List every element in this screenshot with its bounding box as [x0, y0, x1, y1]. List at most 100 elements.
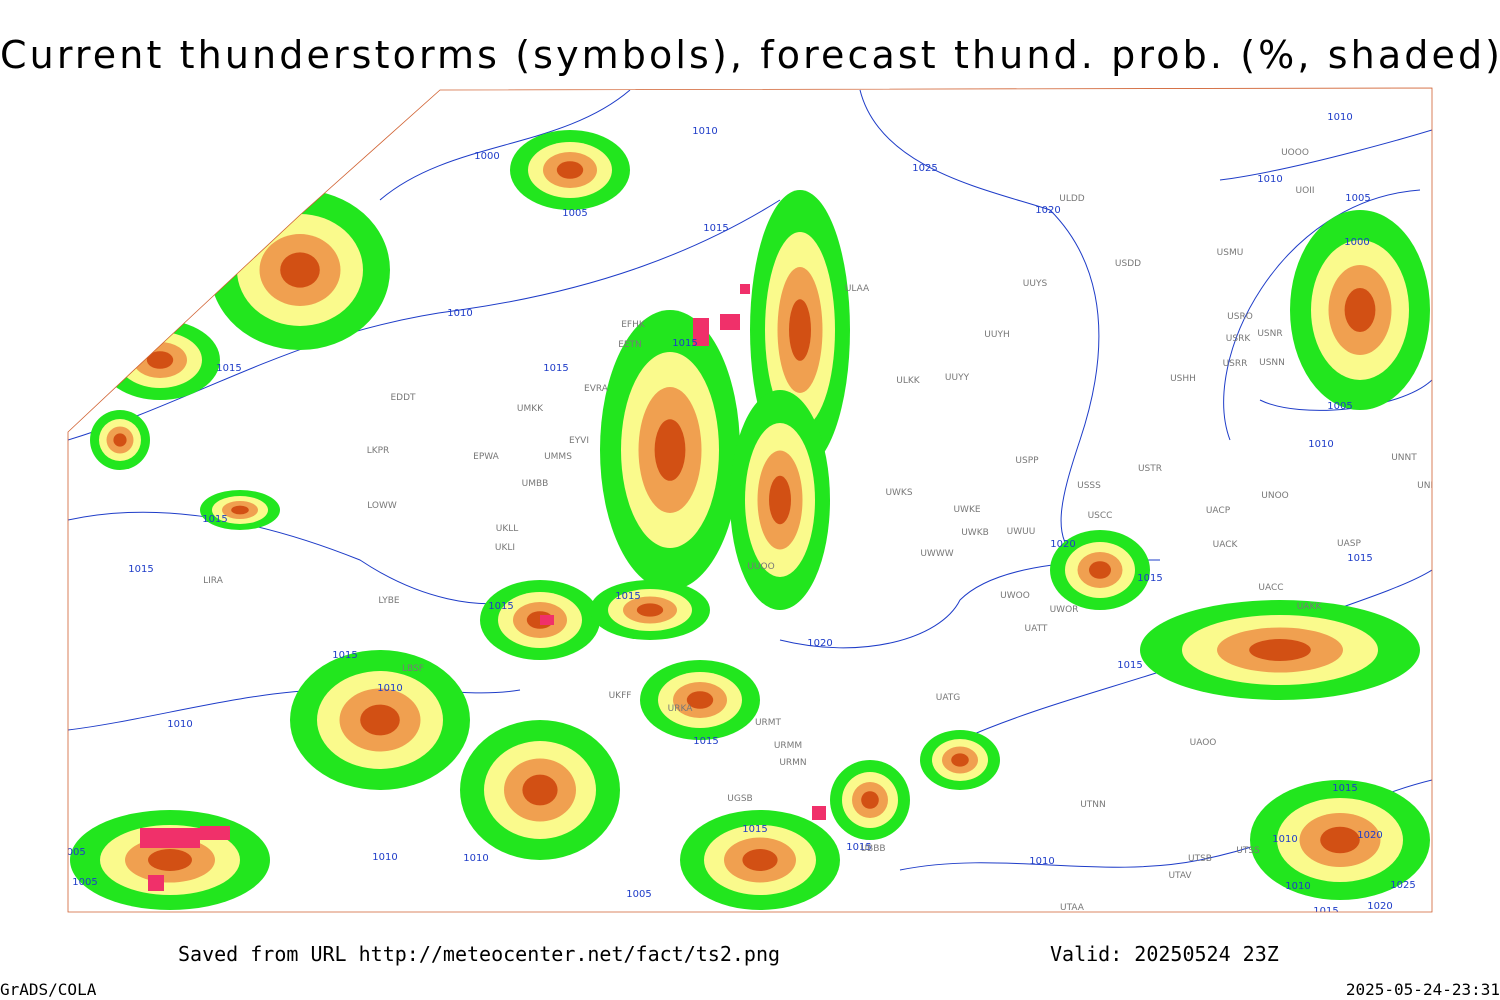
probability-area	[686, 691, 714, 709]
isobar-label: 1010	[1327, 112, 1352, 123]
station-label: UUYY	[945, 373, 970, 383]
station-label: UKLL	[496, 524, 519, 534]
station-label: UWOR	[1050, 605, 1079, 615]
probability-area	[522, 774, 558, 806]
isobar-label: 1020	[1357, 830, 1382, 841]
station-label: USNN	[1259, 358, 1285, 368]
isobar-label: 1015	[703, 223, 728, 234]
isobar-label: 1010	[372, 852, 397, 863]
map-frame	[67, 87, 1433, 913]
thunderstorm-symbol	[693, 318, 709, 346]
station-label: UWOO	[1000, 591, 1030, 601]
isobar-line	[859, 89, 1100, 561]
thunderstorm-symbol	[540, 615, 554, 625]
station-label: UOII	[1296, 186, 1315, 196]
software: GrADS/COLA	[0, 980, 97, 999]
isobar-label: 1005	[626, 889, 651, 900]
isobar-label: 1010	[1029, 856, 1054, 867]
isobar-label: 1015	[202, 514, 227, 525]
station-label: UNBB	[1417, 481, 1443, 491]
isobar-label: 1015	[1332, 783, 1357, 794]
isobar-label: 1020	[807, 638, 832, 649]
station-label: LKPR	[367, 446, 390, 456]
isobar-label: 1015	[332, 650, 357, 661]
isobar-label: 1015	[128, 564, 153, 575]
thunderstorm-symbol	[140, 828, 200, 848]
station-label: USCC	[1088, 511, 1113, 521]
station-label: URMT	[755, 718, 782, 728]
station-label: UMBB	[522, 479, 549, 489]
station-label: EVRA	[584, 384, 609, 394]
isobar-label: 1005	[1327, 401, 1352, 412]
isobar-label: 1015	[693, 736, 718, 747]
station-label: UACP	[1206, 506, 1231, 516]
thunderstorm-symbol	[720, 314, 740, 330]
station-label: UATT	[1025, 624, 1048, 634]
station-label: EFHK	[621, 320, 646, 330]
station-label: UKLI	[495, 543, 515, 553]
isobar-label: 1010	[692, 126, 717, 137]
probability-area	[113, 433, 127, 447]
station-label: USNR	[1257, 329, 1282, 339]
isobar-label: 1015	[1137, 573, 1162, 584]
station-label: USRR	[1223, 359, 1248, 369]
station-label: UWKS	[885, 488, 912, 498]
station-label: UTSB	[1188, 854, 1212, 864]
station-label: UKFF	[609, 691, 632, 701]
probability-area	[636, 603, 664, 617]
station-label: USMU	[1217, 248, 1244, 258]
station-label: UUYH	[984, 330, 1009, 340]
isobar-label: 1025	[1390, 880, 1415, 891]
station-label: USRO	[1227, 312, 1253, 322]
station-label: UTNN	[1080, 800, 1106, 810]
station-label: LYBE	[378, 596, 399, 606]
isobar-label: 1000	[474, 151, 499, 162]
station-label: UACK	[1213, 540, 1239, 550]
probability-area	[769, 475, 791, 525]
thunderstorm-symbol	[148, 875, 164, 891]
isobar-line	[379, 89, 631, 201]
station-label: LBSF	[402, 664, 424, 674]
isobar-label: 1020	[1050, 539, 1075, 550]
isobar-line	[1219, 129, 1432, 441]
isobar-label: 1005	[1345, 193, 1370, 204]
isobar-label: 1015	[615, 591, 640, 602]
isobar-label: 1015	[846, 842, 871, 853]
probability-area	[1320, 826, 1360, 854]
station-label: UACC	[1258, 583, 1283, 593]
map: 1010 1000 1005 1025 1020 1015 1010 1015 1015 1015…	[60, 88, 1443, 912]
station-label: UGSB	[727, 794, 752, 804]
isobar-label: 1020	[1035, 205, 1060, 216]
station-label: UMMS	[544, 452, 572, 462]
station-label: USSS	[1077, 481, 1101, 491]
station-label: UWUU	[1007, 527, 1036, 537]
probability-area	[1249, 639, 1311, 661]
isobar-label: 1010	[1272, 834, 1297, 845]
station-label: LIRA	[203, 576, 224, 586]
station-label: UUYS	[1023, 279, 1048, 289]
isobar-label: 1005	[72, 877, 97, 888]
isobar-label: 1010	[1285, 881, 1310, 892]
station-label: URMM	[774, 741, 802, 751]
saved-from: Saved from URL http://meteocenter.net/fa…	[178, 942, 780, 966]
station-label: EDDT	[390, 393, 416, 403]
isobar-label: 1005	[60, 847, 85, 858]
station-label: UWKB	[961, 528, 989, 538]
isobar-label: 1010	[377, 683, 402, 694]
probability-area	[1344, 288, 1376, 332]
thunderstorm-symbol	[740, 284, 750, 294]
isobar-label: 1010	[463, 853, 488, 864]
isobar-label: 1010	[167, 719, 192, 730]
isobar-line	[68, 199, 781, 441]
station-label: UMKK	[517, 404, 544, 414]
isobar-label: 1015	[742, 824, 767, 835]
isobar-label: 1015	[1117, 660, 1142, 671]
station-label: URMN	[779, 758, 806, 768]
station-label: UUOO	[747, 562, 774, 572]
station-label: ULAA	[845, 284, 870, 294]
station-label: UAOO	[1190, 738, 1217, 748]
valid-time: Valid: 20250524 23Z	[1050, 942, 1279, 966]
station-label: USRK	[1226, 334, 1252, 344]
probability-shading	[70, 130, 1430, 910]
